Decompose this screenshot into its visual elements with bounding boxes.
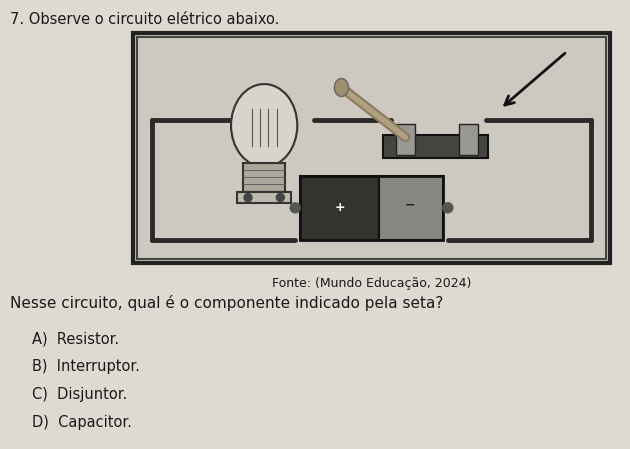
FancyBboxPatch shape	[384, 135, 488, 158]
Ellipse shape	[335, 79, 348, 97]
Text: +: +	[335, 201, 345, 214]
FancyBboxPatch shape	[379, 176, 443, 240]
Text: −: −	[405, 198, 415, 211]
Circle shape	[290, 203, 300, 213]
FancyBboxPatch shape	[238, 192, 291, 203]
Text: C)  Disjuntor.: C) Disjuntor.	[32, 387, 127, 402]
Text: B)  Interruptor.: B) Interruptor.	[32, 359, 140, 374]
Text: D)  Capacitor.: D) Capacitor.	[32, 415, 132, 430]
Text: Fonte: (Mundo Educação, 2024): Fonte: (Mundo Educação, 2024)	[272, 277, 471, 290]
Text: 7. Observe o circuito elétrico abaixo.: 7. Observe o circuito elétrico abaixo.	[10, 12, 279, 27]
FancyBboxPatch shape	[133, 33, 610, 263]
Circle shape	[277, 194, 284, 202]
FancyBboxPatch shape	[459, 123, 478, 154]
Text: Nesse circuito, qual é o componente indicado pela seta?: Nesse circuito, qual é o componente indi…	[10, 295, 444, 311]
FancyBboxPatch shape	[396, 123, 415, 154]
Circle shape	[244, 194, 252, 202]
FancyBboxPatch shape	[300, 176, 379, 240]
FancyBboxPatch shape	[243, 163, 285, 192]
FancyBboxPatch shape	[137, 37, 606, 259]
Ellipse shape	[231, 84, 297, 167]
Text: A)  Resistor.: A) Resistor.	[32, 331, 119, 346]
Circle shape	[443, 203, 453, 213]
